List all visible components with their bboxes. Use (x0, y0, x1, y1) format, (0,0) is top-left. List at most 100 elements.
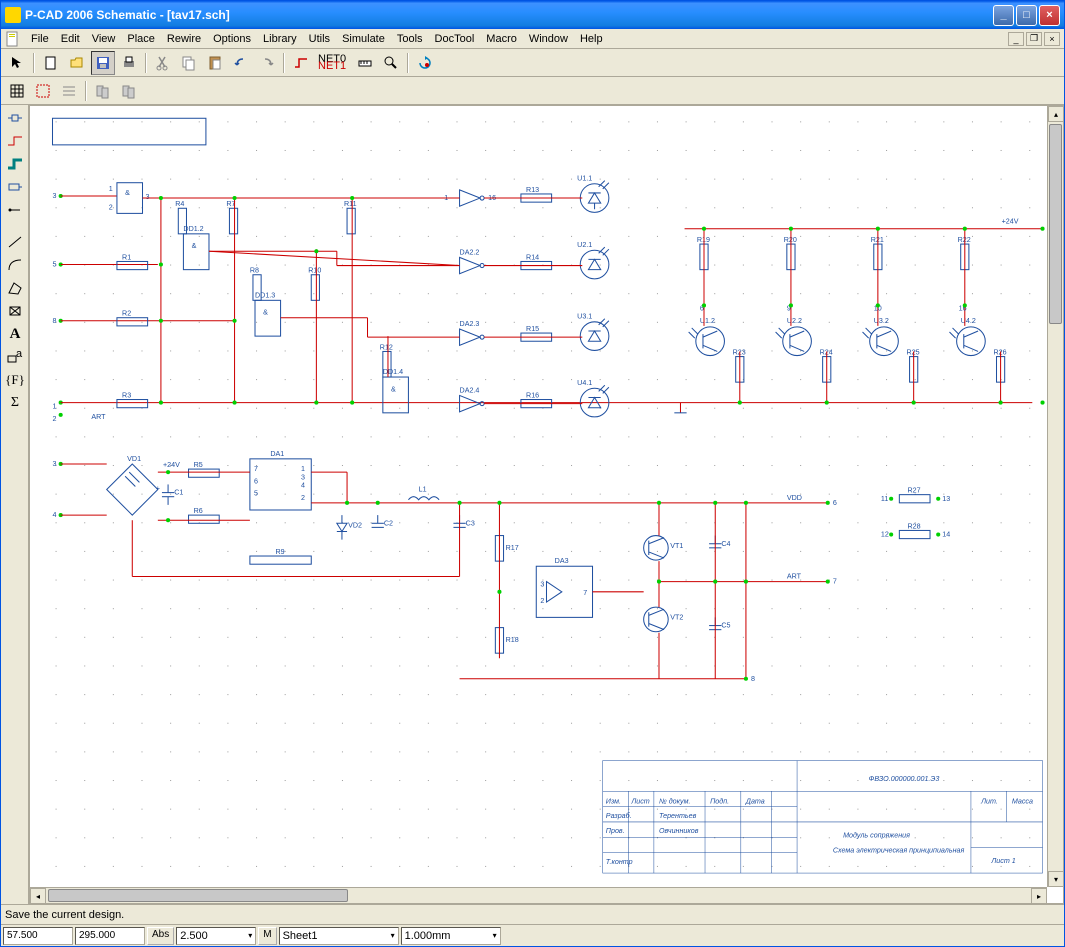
svg-text:№ докум.: № докум. (659, 798, 690, 806)
save-button[interactable] (91, 51, 115, 75)
mdi-close[interactable]: × (1044, 32, 1060, 46)
svg-text:4: 4 (301, 481, 305, 489)
mdi-minimize[interactable]: _ (1008, 32, 1024, 46)
pointer-tool[interactable] (5, 51, 29, 75)
menu-help[interactable]: Help (574, 31, 609, 47)
menu-options[interactable]: Options (207, 31, 257, 47)
svg-text:L1: L1 (419, 486, 427, 494)
scroll-thumb-h[interactable] (48, 889, 348, 902)
place-text-icon[interactable]: A (3, 323, 27, 345)
svg-text:R11: R11 (344, 200, 357, 208)
net-button[interactable]: NET0NET1 (315, 51, 351, 75)
undo-button[interactable] (229, 51, 253, 75)
select-area-button[interactable] (31, 79, 55, 103)
maximize-button[interactable]: □ (1016, 5, 1037, 26)
menu-library[interactable]: Library (257, 31, 303, 47)
new-button[interactable] (39, 51, 63, 75)
wire-button[interactable] (289, 51, 313, 75)
m-button[interactable]: M (258, 927, 276, 945)
menu-utils[interactable]: Utils (303, 31, 336, 47)
svg-text:U2.2: U2.2 (787, 317, 802, 325)
svg-text:7: 7 (254, 465, 258, 473)
place-polygon-icon[interactable] (3, 277, 27, 299)
report2-button[interactable] (117, 79, 141, 103)
svg-text:C1: C1 (174, 489, 183, 497)
scroll-thumb-v[interactable] (1049, 124, 1062, 324)
place-attribute-icon[interactable]: a (3, 346, 27, 368)
place-part-icon[interactable] (3, 107, 27, 129)
scrollbar-vertical[interactable]: ▴ ▾ (1047, 106, 1063, 887)
scroll-right-button[interactable]: ▸ (1031, 888, 1047, 904)
close-button[interactable]: × (1039, 5, 1060, 26)
svg-text:R26: R26 (993, 349, 1006, 357)
svg-text:R8: R8 (250, 267, 259, 275)
svg-text:Изм.: Изм. (606, 798, 621, 806)
place-wire-icon[interactable] (3, 130, 27, 152)
status-hint: Save the current design. (5, 909, 124, 921)
svg-text:Модуль сопряжения: Модуль сопряжения (843, 831, 910, 839)
bottombar: Abs 2.500 M Sheet1 1.000mm (1, 924, 1064, 946)
abs-button[interactable]: Abs (147, 927, 174, 945)
paste-button[interactable] (203, 51, 227, 75)
coord-x[interactable] (3, 927, 73, 945)
coord-y[interactable] (75, 927, 145, 945)
sheet-combo[interactable]: Sheet1 (279, 927, 399, 945)
menu-doctool[interactable]: DocTool (429, 31, 481, 47)
svg-text:R3: R3 (122, 391, 131, 399)
copy-button[interactable] (177, 51, 201, 75)
svg-text:R28: R28 (908, 522, 921, 530)
refresh-button[interactable] (413, 51, 437, 75)
svg-text:R18: R18 (506, 636, 519, 644)
scrollbar-horizontal[interactable]: ◂ ▸ (30, 887, 1047, 903)
toolbar-main: NET0NET1 (1, 49, 1064, 77)
menu-macro[interactable]: Macro (480, 31, 523, 47)
svg-text:VD2: VD2 (348, 521, 362, 529)
svg-text:U3.1: U3.1 (577, 313, 592, 321)
mdi-restore[interactable]: ❐ (1026, 32, 1042, 46)
grid-view-button[interactable] (5, 79, 29, 103)
svg-text:1: 1 (53, 403, 57, 411)
units-combo[interactable]: 1.000mm (401, 927, 501, 945)
scroll-left-button[interactable]: ◂ (30, 888, 46, 904)
open-button[interactable] (65, 51, 89, 75)
place-ieee-icon[interactable]: Σ (3, 392, 27, 414)
scroll-up-button[interactable]: ▴ (1048, 106, 1064, 122)
measure-button[interactable] (353, 51, 377, 75)
menu-rewire[interactable]: Rewire (161, 31, 207, 47)
place-port-icon[interactable] (3, 176, 27, 198)
schematic-canvas[interactable]: 3 5 8 1 2 ART R1 R2 R3 &123 (30, 106, 1063, 894)
menu-file[interactable]: File (25, 31, 55, 47)
place-line-icon[interactable] (3, 231, 27, 253)
menu-simulate[interactable]: Simulate (336, 31, 391, 47)
place-pin-icon[interactable] (3, 199, 27, 221)
menu-view[interactable]: View (86, 31, 122, 47)
svg-text:R1: R1 (122, 253, 131, 261)
svg-text:VT2: VT2 (670, 613, 683, 621)
menu-edit[interactable]: Edit (55, 31, 86, 47)
titlebar[interactable]: P-CAD 2006 Schematic - [tav17.sch] _ □ × (1, 1, 1064, 29)
place-arc-icon[interactable] (3, 254, 27, 276)
svg-text:DD1.3: DD1.3 (255, 291, 275, 299)
svg-text:Разраб.: Разраб. (606, 812, 632, 820)
place-bus-icon[interactable] (3, 153, 27, 175)
menu-place[interactable]: Place (121, 31, 161, 47)
svg-text:14: 14 (942, 531, 950, 539)
content-area: A a {F} Σ 3 5 8 1 (1, 105, 1064, 904)
place-refpoint-icon[interactable] (3, 300, 27, 322)
svg-text:U3.2: U3.2 (874, 317, 889, 325)
report1-button[interactable] (91, 79, 115, 103)
grid-combo[interactable]: 2.500 (176, 927, 256, 945)
menu-tools[interactable]: Tools (391, 31, 429, 47)
place-field-icon[interactable]: {F} (3, 369, 27, 391)
cut-button[interactable] (151, 51, 175, 75)
redo-button[interactable] (255, 51, 279, 75)
svg-text:Терентьев: Терентьев (659, 812, 697, 820)
print-button[interactable] (117, 51, 141, 75)
list-button[interactable] (57, 79, 81, 103)
minimize-button[interactable]: _ (993, 5, 1014, 26)
zoom-button[interactable] (379, 51, 403, 75)
menu-window[interactable]: Window (523, 31, 574, 47)
svg-text:&: & (192, 242, 197, 250)
svg-text:R12: R12 (380, 343, 393, 351)
scroll-down-button[interactable]: ▾ (1048, 871, 1064, 887)
